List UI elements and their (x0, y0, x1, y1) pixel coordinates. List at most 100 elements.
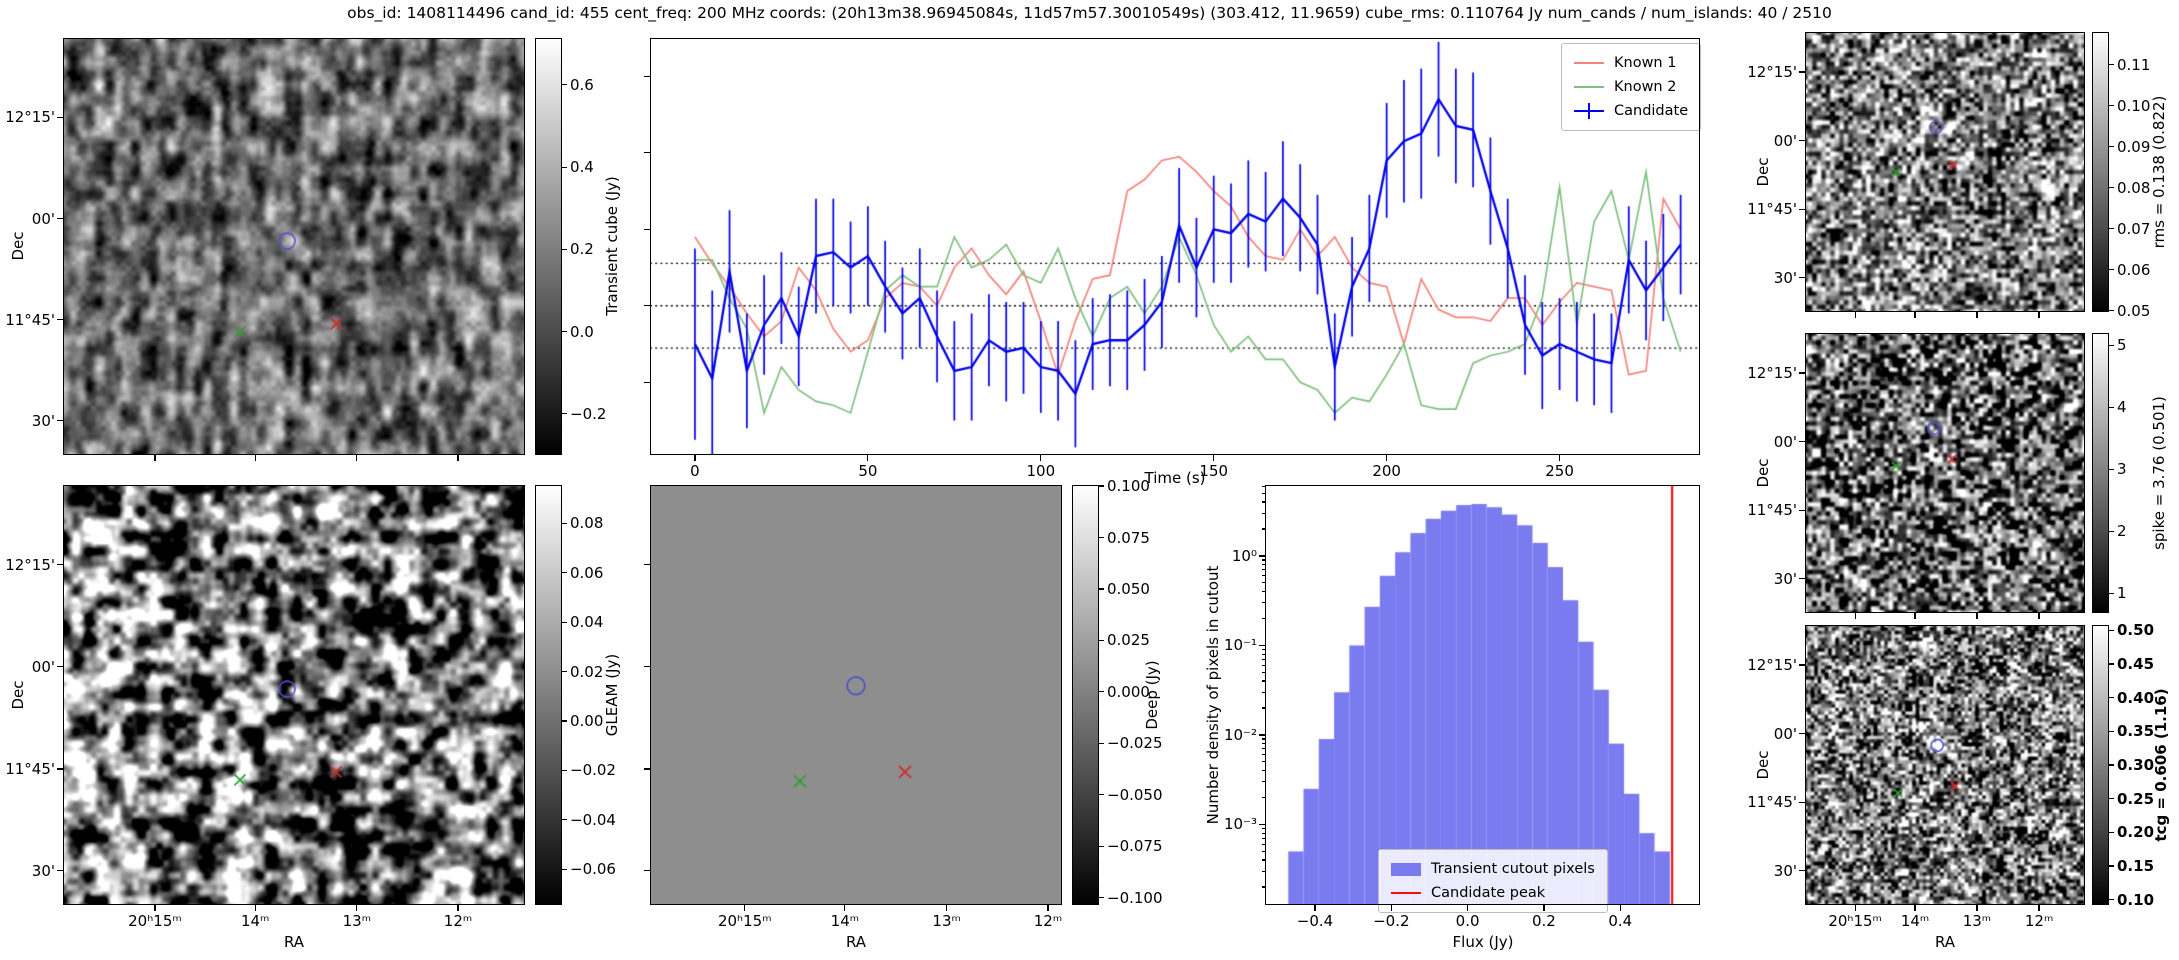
dec-tick-label: 00' (31, 657, 55, 676)
colorbar-tick-label: 0.45 (2117, 655, 2155, 674)
axis-tick (1261, 512, 1265, 514)
axis-tick (1261, 653, 1265, 655)
axis-tick (2109, 865, 2114, 867)
dec-tick-label: 30' (1773, 268, 1797, 287)
transient-cube-image (63, 38, 525, 455)
axis-tick (57, 768, 63, 770)
axis-tick (154, 455, 156, 461)
dec-axis-label: Dec (9, 680, 27, 710)
axis-tick (1799, 509, 1805, 511)
axis-tick (2109, 468, 2114, 470)
dec-tick-label: 30' (1773, 569, 1797, 588)
density-tick-label: 10⁻³ (1223, 815, 1257, 834)
colorbar-tick-label: −0.06 (570, 860, 616, 879)
rms-colorbar-label: rms = 0.138 (0.822) (2150, 95, 2168, 249)
axis-tick (562, 720, 567, 722)
axis-tick (644, 869, 650, 872)
dec-tick-label: 00' (1773, 724, 1797, 743)
axis-tick (1261, 691, 1265, 693)
dec-tick-label: 30' (31, 861, 55, 880)
legend-item-candidate-peak: Candidate peak (1391, 881, 1595, 905)
dec-tick-label: 12°15' (1747, 364, 1797, 383)
axis-tick (1799, 208, 1805, 210)
axis-tick (562, 868, 567, 870)
colorbar-tick-label: 0.40 (2117, 688, 2155, 707)
dec-tick-label: 30' (31, 411, 55, 430)
axis-tick (562, 522, 567, 524)
axis-tick (1854, 905, 1856, 911)
axis-tick (1099, 742, 1104, 744)
axis-tick (1854, 613, 1856, 619)
axis-tick (1261, 671, 1265, 673)
axis-tick (2109, 530, 2114, 532)
axis-tick (1261, 564, 1265, 566)
axis-tick (1799, 140, 1805, 142)
flux-histogram-plot (1265, 485, 1700, 905)
ra-tick-label: 13ᵐ (342, 912, 372, 930)
colorbar-tick-label: −0.2 (570, 404, 607, 423)
axis-tick (1261, 617, 1265, 620)
axis-tick (1099, 588, 1104, 590)
axis-tick (1799, 372, 1805, 374)
axis-tick (1261, 843, 1265, 845)
axis-tick (1261, 859, 1265, 861)
colorbar-tick-label: 0.15 (2117, 856, 2155, 875)
axis-tick (644, 768, 650, 770)
tcg-colorbar-label: tcg = 0.606 (1.16) (2152, 688, 2170, 842)
axis-tick (1914, 905, 1916, 911)
legend-label: Candidate (1614, 103, 1689, 119)
axis-tick (1467, 905, 1469, 911)
axis-tick (1261, 781, 1265, 783)
legend-swatch (1574, 103, 1604, 119)
axis-tick (1799, 664, 1805, 666)
dec-axis-label: Dec (1754, 458, 1772, 488)
axis-tick (2109, 663, 2114, 665)
axis-tick (1261, 769, 1265, 772)
colorbar-tick-label: 0.08 (570, 514, 604, 533)
colorbar-tick-label: 0.100 (1107, 477, 1150, 496)
ra-tick-label: 12ᵐ (2024, 912, 2054, 930)
gleam-colorbar (535, 485, 562, 905)
axis-tick (2109, 899, 2114, 901)
axis-tick (1261, 707, 1265, 709)
axis-tick (57, 564, 63, 566)
axis-tick (867, 455, 869, 461)
legend-swatch (1574, 55, 1604, 71)
colorbar-tick-label: 5 (2117, 336, 2127, 355)
legend-item-transient-cutout-pixels: Transient cutout pixels (1391, 857, 1595, 881)
axis-tick (1040, 455, 1042, 461)
axis-tick (57, 217, 63, 220)
legend-swatch (1574, 79, 1604, 95)
colorbar-tick-label: 0.05 (2117, 301, 2151, 320)
colorbar-tick-label: 0.000 (1107, 682, 1150, 701)
axis-tick (1976, 312, 1978, 318)
dec-axis-label: Dec (9, 231, 27, 261)
axis-tick (644, 152, 650, 154)
axis-tick (744, 905, 746, 911)
axis-tick (1259, 823, 1265, 826)
ra-tick-label: 13ᵐ (1962, 912, 1992, 930)
axis-tick (1099, 691, 1104, 693)
ra-axis-label: RA (845, 933, 867, 951)
colorbar-tick-label: 0.30 (2117, 756, 2155, 774)
axis-tick (1099, 639, 1104, 642)
axis-tick (2109, 798, 2114, 800)
axis-tick (1261, 501, 1265, 503)
axis-tick (1261, 648, 1265, 651)
colorbar-tick-label: 0.02 (570, 662, 604, 681)
axis-tick (1261, 680, 1265, 682)
colorbar-tick-label: 3 (2117, 460, 2127, 479)
dec-tick-label: 11°45' (1747, 200, 1797, 219)
histogram-y-axis-label: Number density of pixels in cutout (1204, 565, 1222, 825)
axis-tick (644, 75, 650, 77)
colorbar-tick-label: 2 (2117, 522, 2127, 541)
axis-tick (1976, 613, 1978, 619)
legend-item-known-2: Known 2 (1574, 75, 1688, 99)
axis-tick (1261, 569, 1265, 571)
colorbar-tick-label: −0.100 (1107, 888, 1163, 907)
axis-tick (1261, 590, 1265, 593)
lightcurve-legend: Known 1 Known 2 Candidate (1561, 43, 1702, 131)
axis-tick (1261, 664, 1265, 666)
axis-tick (1799, 277, 1805, 279)
time-tick-label: 250 (1545, 462, 1574, 480)
